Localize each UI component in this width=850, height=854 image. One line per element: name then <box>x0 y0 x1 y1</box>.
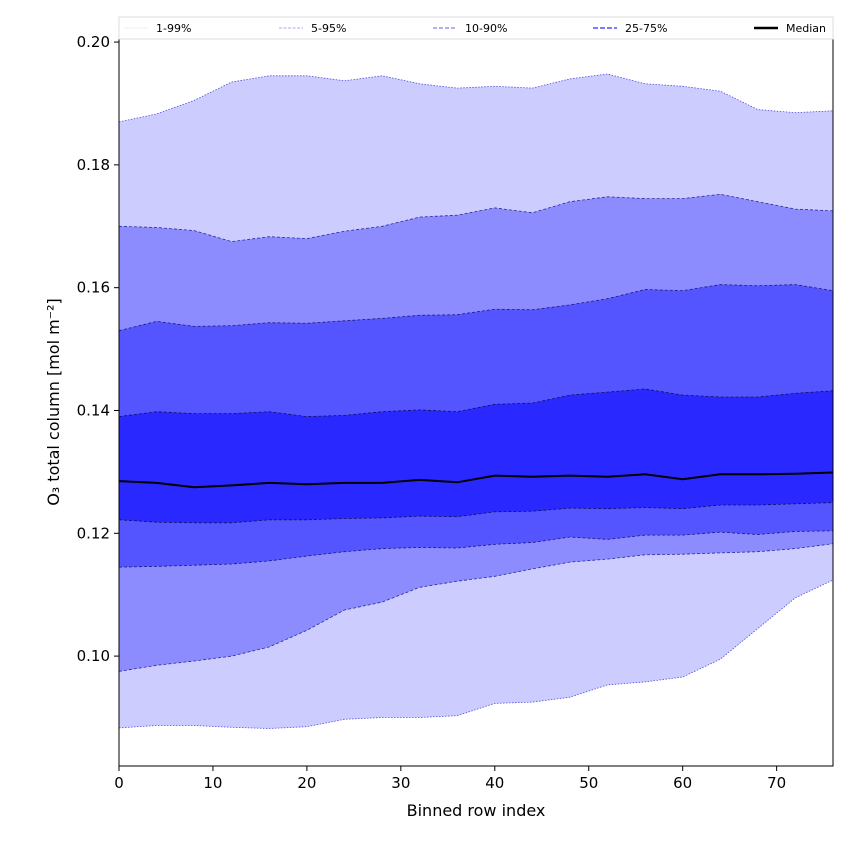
band-lower-edge <box>118 502 834 524</box>
legend-label: Median <box>786 22 826 35</box>
legend: 1-99% 5-95% 10-90% 25-75% Median <box>118 16 834 40</box>
y-axis-ticks: 0.10 0.12 0.14 0.16 0.18 0.20 <box>77 33 119 665</box>
x-axis-label: Binned row index <box>407 801 546 820</box>
legend-label: 5-95% <box>311 22 346 35</box>
x-tick-label: 60 <box>673 774 692 792</box>
median-layer <box>118 471 834 489</box>
band-lower-edge <box>118 530 834 568</box>
band-upper-edge <box>118 193 834 243</box>
x-tick-label: 0 <box>114 774 124 792</box>
y-tick-label: 0.10 <box>77 647 110 665</box>
y-tick-label: 0.16 <box>77 279 110 297</box>
band-lower-edge <box>118 543 834 672</box>
y-tick-label: 0.20 <box>77 33 110 51</box>
band-upper-edge <box>118 73 834 123</box>
median-line <box>118 471 834 489</box>
band-upper-edge <box>118 284 834 332</box>
x-tick-label: 10 <box>203 774 222 792</box>
legend-box <box>118 16 834 40</box>
legend-label: 10-90% <box>465 22 507 35</box>
x-tick-label: 50 <box>579 774 598 792</box>
band-lower-edge <box>118 579 834 729</box>
x-tick-label: 40 <box>485 774 504 792</box>
y-tick-label: 0.18 <box>77 156 110 174</box>
band-25-75 <box>119 389 833 523</box>
y-axis-label: O₃ total column [mol m⁻²] <box>44 298 63 506</box>
legend-label: 1-99% <box>156 22 191 35</box>
y-tick-label: 0.14 <box>77 401 110 419</box>
legend-label: 25-75% <box>625 22 667 35</box>
y-tick-label: 0.12 <box>77 524 110 542</box>
x-tick-label: 30 <box>391 774 410 792</box>
x-tick-label: 20 <box>297 774 316 792</box>
percentile-bands <box>118 73 834 729</box>
x-tick-label: 70 <box>767 774 786 792</box>
x-axis-ticks: 0 10 20 30 40 50 60 70 <box>114 766 786 792</box>
